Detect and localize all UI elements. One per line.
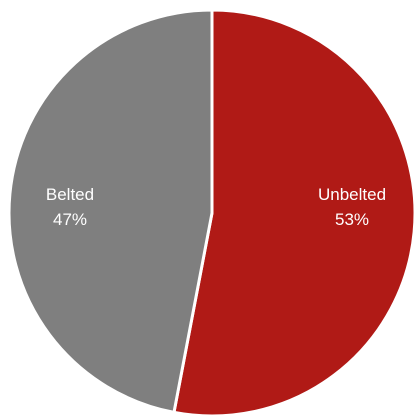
slice-label-belted: Belted [46, 185, 94, 204]
slice-value-label-belted: 47% [53, 210, 87, 229]
slice-label-unbelted: Unbelted [318, 185, 386, 204]
pie-slice-belted [7, 8, 214, 415]
pie-slice-unbelted [172, 8, 414, 416]
slice-value-label-unbelted: 53% [335, 210, 369, 229]
